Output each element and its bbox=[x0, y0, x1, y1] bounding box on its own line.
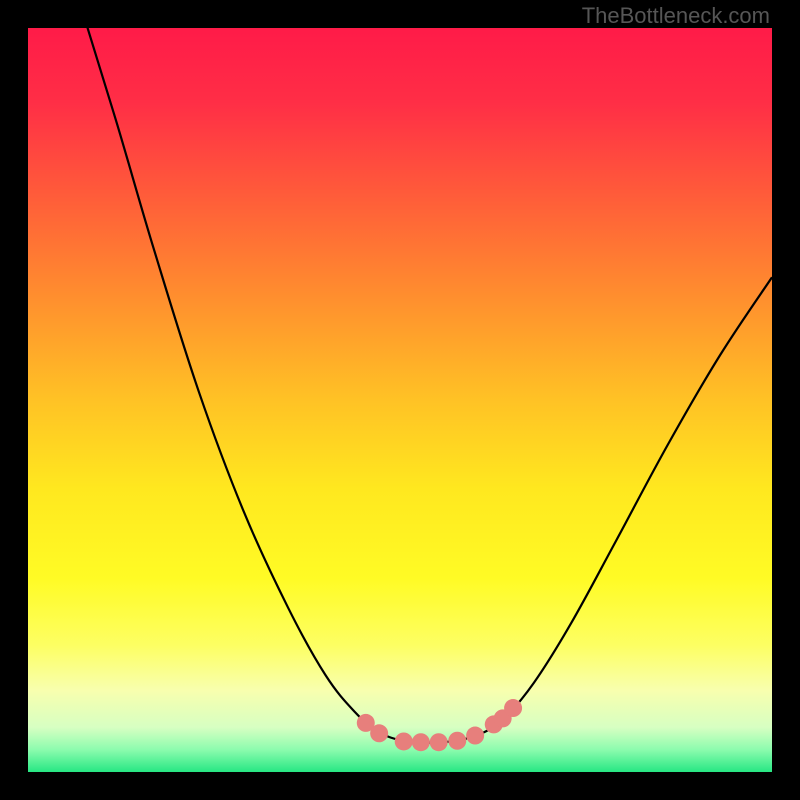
curve-layer bbox=[0, 0, 800, 800]
watermark-text: TheBottleneck.com bbox=[582, 3, 770, 29]
marker-point bbox=[395, 732, 413, 750]
marker-point bbox=[466, 727, 484, 745]
marker-point bbox=[412, 733, 430, 751]
marker-point bbox=[370, 724, 388, 742]
chart-frame: TheBottleneck.com bbox=[0, 0, 800, 800]
marker-point bbox=[448, 732, 466, 750]
bottleneck-curve bbox=[85, 21, 772, 743]
marker-point bbox=[504, 699, 522, 717]
marker-point bbox=[430, 733, 448, 751]
